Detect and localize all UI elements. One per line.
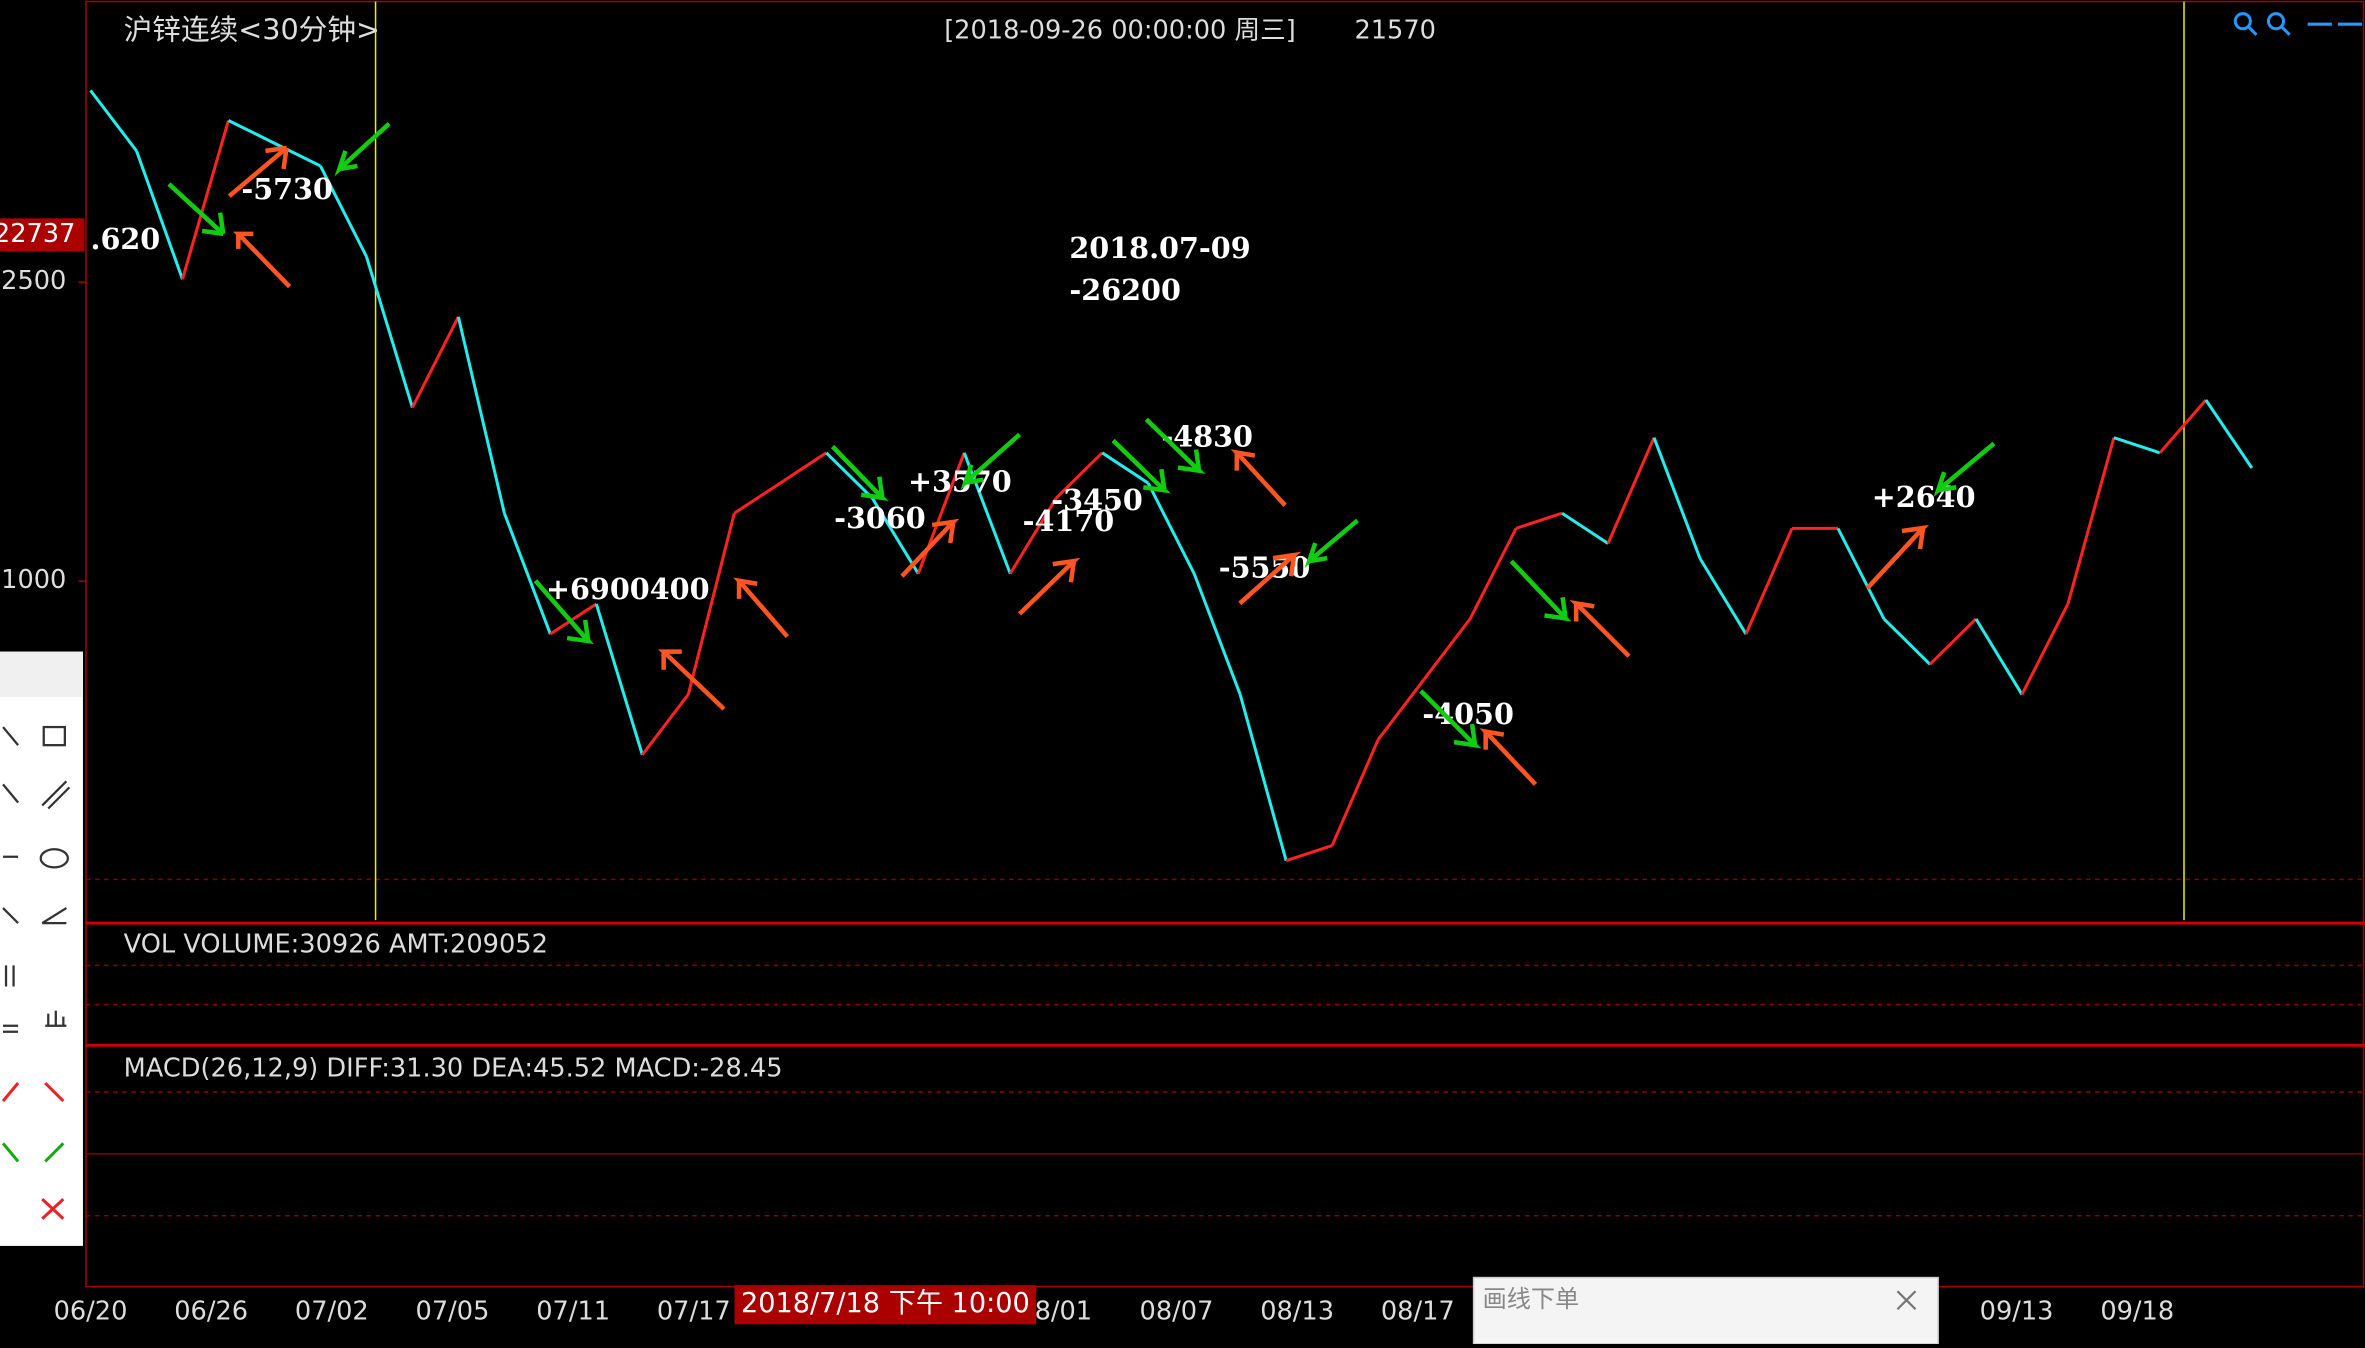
price-segment	[1192, 573, 1242, 695]
price-segment	[1836, 527, 1886, 620]
x-axis: 06/20 06/26 07/02 07/05 07/11 07/17 8/01 08/07 0…	[54, 1296, 2175, 1326]
annotation: -4050	[1422, 697, 1514, 731]
annotation: +3570	[908, 465, 1012, 499]
popup-close[interactable]	[1896, 1290, 1917, 1311]
price-segment	[1561, 511, 1609, 545]
chart-title: 沪锌连续<30分钟>	[124, 13, 380, 47]
price-segment	[456, 316, 506, 514]
x-tick-label: 06/20	[54, 1296, 128, 1326]
x-tick-label: 07/02	[295, 1296, 369, 1326]
price-segment	[319, 165, 368, 258]
price-segment	[227, 119, 276, 145]
cursor-price: 21570	[1354, 16, 1436, 46]
crosshair-label-bg	[734, 1285, 1037, 1325]
price-segment	[411, 316, 460, 409]
price-segment	[1101, 451, 1150, 485]
x-tick-label: 06/26	[174, 1296, 248, 1326]
price-segment	[962, 452, 1012, 575]
y-tick-label: 22500	[0, 266, 66, 296]
price-segment	[135, 150, 184, 280]
price-segment	[733, 481, 782, 515]
price-segment	[1928, 617, 1978, 666]
price-segment	[1468, 527, 1518, 620]
price-segment	[1882, 617, 1932, 666]
x-tick-label: 09/18	[2100, 1296, 2174, 1326]
price-segment	[2158, 399, 2208, 454]
price-segment	[1376, 678, 1426, 741]
price-segment	[2066, 437, 2116, 605]
current-price-bg	[0, 218, 85, 252]
price-segment	[1606, 437, 1656, 545]
price-segment	[89, 89, 138, 152]
price-segment	[1146, 482, 1196, 575]
x-tick-label: 07/11	[536, 1296, 610, 1326]
price-segment	[870, 497, 920, 575]
annotation: .620	[90, 222, 160, 256]
popup-title: 画线下单	[1483, 1285, 1580, 1313]
price-segment	[825, 451, 874, 500]
frame	[85, 0, 2365, 1288]
annotation: 2018.07-09	[1069, 231, 1250, 265]
price-segment	[2113, 436, 2161, 455]
price-segment	[1238, 694, 1288, 862]
price-segment	[181, 120, 230, 280]
vol-header: VOL VOLUME:30926 AMT:209052	[124, 930, 548, 960]
annotation: -3060	[834, 501, 926, 535]
price-segment	[364, 256, 414, 409]
x-tick-label: 07/05	[416, 1296, 490, 1326]
price-segment	[1285, 844, 1333, 863]
price-segment	[1008, 497, 1058, 575]
y-tick-label: 21000	[0, 565, 66, 595]
price-segment	[549, 602, 598, 636]
drawing-toolbar[interactable]	[0, 651, 83, 1246]
price-segment	[2020, 603, 2070, 696]
annotation: -4170	[1023, 504, 1115, 538]
price-segment	[779, 451, 828, 485]
price-segment	[1698, 557, 1748, 635]
price-segment	[1422, 617, 1472, 681]
x-tick-label: 07/17	[657, 1296, 731, 1326]
x-tick-label: 08/13	[1260, 1296, 1334, 1326]
x-tick-label: 8/01	[1035, 1296, 1093, 1326]
x-tick-label: 09/13	[1980, 1296, 2054, 1326]
cursor-datetime: [2018-09-26 00:00:00 周三]	[944, 16, 1296, 46]
annotation: -5730	[241, 172, 333, 206]
order-popup[interactable]: 画线下单	[1472, 1276, 1939, 1345]
x-tick-label: 08/17	[1381, 1296, 1455, 1326]
y-axis: 22500 21000 22737	[0, 218, 86, 595]
price-segment	[1515, 511, 1563, 530]
annotation: +2640	[1872, 480, 1976, 514]
x-tick-label: 08/07	[1140, 1296, 1214, 1326]
annotation: +6900400	[546, 572, 710, 606]
macd-header: MACD(26,12,9) DIFF:31.30 DEA:45.52 MACD:…	[124, 1053, 783, 1083]
annotation: -26200	[1069, 273, 1181, 307]
price-segment	[502, 512, 552, 635]
price-segment	[641, 693, 690, 756]
zoom-icons[interactable]	[2233, 12, 2362, 36]
price-segment	[1974, 618, 2024, 696]
price-segment	[594, 603, 644, 756]
crosshair-label: 2018/7/18 下午 10:00	[741, 1288, 1030, 1319]
annotation: -3450	[1051, 483, 1143, 517]
signal-arrows	[167, 122, 1996, 786]
current-price-label: 22737	[0, 219, 75, 249]
price-segment	[1055, 451, 1104, 500]
price-segment	[1652, 437, 1702, 560]
price-segment	[2204, 399, 2254, 469]
price-segment	[1330, 739, 1380, 847]
price-segment	[686, 512, 736, 695]
price-segment	[1744, 527, 1794, 635]
